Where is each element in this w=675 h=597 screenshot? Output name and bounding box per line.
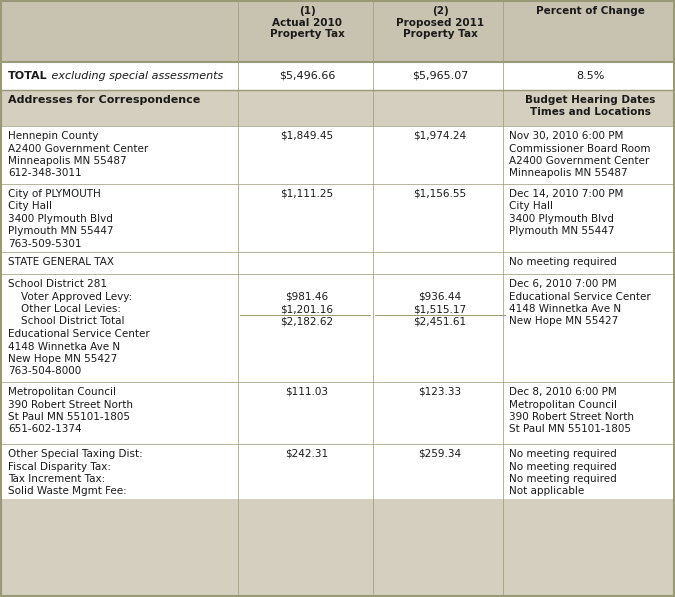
Text: Hennepin County: Hennepin County	[8, 131, 99, 141]
Text: A2400 Government Center: A2400 Government Center	[8, 143, 148, 153]
Bar	[0, 0, 675, 62]
Text: 4148 Winnetka Ave N: 4148 Winnetka Ave N	[509, 304, 621, 314]
Text: A2400 Government Center: A2400 Government Center	[509, 156, 649, 166]
Text: $111.03: $111.03	[286, 387, 329, 397]
Text: No meeting required: No meeting required	[509, 449, 617, 459]
Text: 4148 Winnetka Ave N: 4148 Winnetka Ave N	[8, 341, 120, 352]
Text: $1,201.16: $1,201.16	[281, 304, 333, 314]
Text: 3400 Plymouth Blvd: 3400 Plymouth Blvd	[8, 214, 113, 224]
Text: $1,156.55: $1,156.55	[413, 189, 466, 199]
Text: No meeting required: No meeting required	[509, 257, 617, 267]
Text: 390 Robert Street North: 390 Robert Street North	[8, 399, 133, 410]
Text: STATE GENERAL TAX: STATE GENERAL TAX	[8, 257, 114, 267]
Bar	[0, 252, 675, 274]
Bar	[0, 126, 675, 184]
Text: Metropolitan Council: Metropolitan Council	[509, 399, 617, 410]
Text: (1)
Actual 2010
Property Tax: (1) Actual 2010 Property Tax	[269, 6, 344, 39]
Text: $1,974.24: $1,974.24	[413, 131, 466, 141]
Text: Metropolitan Council: Metropolitan Council	[8, 387, 116, 397]
Text: $2,182.62: $2,182.62	[280, 316, 333, 327]
Bar	[0, 90, 675, 126]
Text: Percent of Change: Percent of Change	[535, 6, 645, 16]
Text: Plymouth MN 55447: Plymouth MN 55447	[509, 226, 614, 236]
Text: $5,496.66: $5,496.66	[279, 71, 335, 81]
Text: Voter Approved Levy:: Voter Approved Levy:	[8, 291, 132, 301]
Text: Other Special Taxing Dist:: Other Special Taxing Dist:	[8, 449, 142, 459]
Text: Fiscal Disparity Tax:: Fiscal Disparity Tax:	[8, 461, 111, 472]
Text: City Hall: City Hall	[8, 202, 52, 211]
Text: Dec 14, 2010 7:00 PM: Dec 14, 2010 7:00 PM	[509, 189, 624, 199]
Text: (2)
Proposed 2011
Property Tax: (2) Proposed 2011 Property Tax	[396, 6, 484, 39]
Bar	[0, 62, 675, 90]
Text: Not applicable: Not applicable	[509, 487, 585, 497]
Text: $981.46: $981.46	[286, 291, 329, 301]
Text: 8.5%: 8.5%	[576, 71, 604, 81]
Text: Minneapolis MN 55487: Minneapolis MN 55487	[509, 168, 628, 179]
Text: $1,849.45: $1,849.45	[280, 131, 333, 141]
Text: $2,451.61: $2,451.61	[413, 316, 466, 327]
Text: $259.34: $259.34	[418, 449, 462, 459]
Text: TOTAL: TOTAL	[8, 71, 48, 81]
Text: excluding special assessments: excluding special assessments	[48, 71, 223, 81]
Text: 651-602-1374: 651-602-1374	[8, 424, 82, 435]
Text: Nov 30, 2010 6:00 PM: Nov 30, 2010 6:00 PM	[509, 131, 624, 141]
Text: Educational Service Center: Educational Service Center	[8, 329, 150, 339]
Text: $936.44: $936.44	[418, 291, 462, 301]
Text: $1,515.17: $1,515.17	[413, 304, 466, 314]
Text: Minneapolis MN 55487: Minneapolis MN 55487	[8, 156, 127, 166]
Text: Educational Service Center: Educational Service Center	[509, 291, 651, 301]
Text: Plymouth MN 55447: Plymouth MN 55447	[8, 226, 113, 236]
Bar	[0, 444, 675, 499]
Text: 763-509-5301: 763-509-5301	[8, 239, 82, 249]
Text: New Hope MN 55427: New Hope MN 55427	[8, 354, 117, 364]
Bar	[0, 382, 675, 444]
Text: New Hope MN 55427: New Hope MN 55427	[509, 316, 618, 327]
Text: City of PLYMOUTH: City of PLYMOUTH	[8, 189, 101, 199]
Text: Addresses for Correspondence: Addresses for Correspondence	[8, 95, 200, 105]
Text: Other Local Levies:: Other Local Levies:	[8, 304, 121, 314]
Text: $1,111.25: $1,111.25	[280, 189, 333, 199]
Text: Dec 8, 2010 6:00 PM: Dec 8, 2010 6:00 PM	[509, 387, 617, 397]
Text: $242.31: $242.31	[286, 449, 329, 459]
Text: $123.33: $123.33	[418, 387, 462, 397]
Text: No meeting required: No meeting required	[509, 474, 617, 484]
Text: 763-504-8000: 763-504-8000	[8, 367, 81, 377]
Text: $5,965.07: $5,965.07	[412, 71, 468, 81]
Text: St Paul MN 55101-1805: St Paul MN 55101-1805	[509, 424, 631, 435]
Bar	[0, 184, 675, 252]
Text: School District Total: School District Total	[8, 316, 124, 327]
Text: No meeting required: No meeting required	[509, 461, 617, 472]
Text: 612-348-3011: 612-348-3011	[8, 168, 82, 179]
Text: City Hall: City Hall	[509, 202, 553, 211]
Text: Tax Increment Tax:: Tax Increment Tax:	[8, 474, 105, 484]
Text: Dec 6, 2010 7:00 PM: Dec 6, 2010 7:00 PM	[509, 279, 617, 289]
Text: 390 Robert Street North: 390 Robert Street North	[509, 412, 634, 422]
Text: Commissioner Board Room: Commissioner Board Room	[509, 143, 651, 153]
Text: Budget Hearing Dates
Times and Locations: Budget Hearing Dates Times and Locations	[525, 95, 655, 116]
Bar	[0, 274, 675, 382]
Text: 3400 Plymouth Blvd: 3400 Plymouth Blvd	[509, 214, 614, 224]
Text: St Paul MN 55101-1805: St Paul MN 55101-1805	[8, 412, 130, 422]
Text: Solid Waste Mgmt Fee:: Solid Waste Mgmt Fee:	[8, 487, 127, 497]
Text: School District 281: School District 281	[8, 279, 107, 289]
